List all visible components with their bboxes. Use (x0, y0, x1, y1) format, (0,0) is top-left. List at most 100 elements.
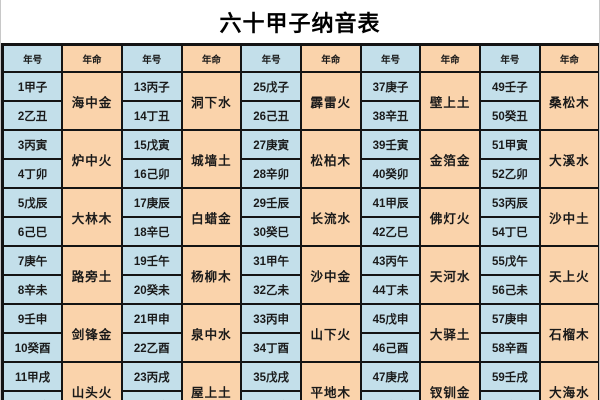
year-cell: 15戊寅 (120, 129, 183, 160)
ming-cell: 平地木 (299, 361, 362, 400)
table-row: 6己巳 18辛巳 30癸巳 42乙巳 54丁巳 (1, 216, 600, 247)
year-cell: 29壬辰 (240, 187, 302, 218)
table-row: 11甲戌 山头火 23丙戌 屋上土 35戊戌 平地木 47庚戌 钗钏金 59壬戌 大海水 (1, 361, 599, 400)
year-cell: 49壬子 (479, 71, 541, 102)
ming-cell: 杨柳木 (180, 245, 243, 305)
ming-cell: 海中金 (61, 71, 123, 131)
ming-cell: 霹雷火 (299, 71, 362, 131)
ming-cell: 大溪水 (538, 129, 599, 189)
header-year-label: 年号 (479, 43, 541, 73)
year-cell: 59壬戌 (479, 361, 541, 392)
year-cell: 38辛丑 (359, 100, 422, 131)
table-row: 2乙丑 14丁丑 26己丑 38辛丑 50癸丑 (1, 100, 600, 131)
ming-cell: 天河水 (419, 245, 481, 305)
year-cell: 43丙午 (359, 245, 422, 276)
year-cell: 44丁未 (359, 274, 422, 305)
year-cell: 30癸巳 (240, 216, 302, 247)
ming-cell: 桑松木 (538, 71, 599, 131)
title-band: 六十甲子纳音表 (1, 0, 599, 43)
year-cell: 51甲寅 (479, 129, 541, 160)
year-cell: 52乙卯 (479, 158, 541, 189)
year-cell: 22乙酉 (120, 332, 183, 363)
year-cell: 41甲辰 (359, 187, 422, 218)
year-cell: 54丁巳 (479, 216, 541, 247)
ming-cell: 剑锋金 (61, 303, 123, 363)
year-cell: 27庚寅 (240, 129, 302, 160)
ming-cell: 炉中火 (61, 129, 123, 189)
year-cell: 46己酉 (359, 332, 422, 363)
year-cell: 23丙戌 (120, 361, 183, 392)
year-cell: 42乙巳 (359, 216, 422, 247)
ming-cell: 屋上土 (180, 361, 243, 400)
header-ming-label: 年命 (299, 43, 362, 73)
year-cell: 10癸酉 (1, 332, 64, 363)
ming-cell: 白蜡金 (180, 187, 243, 247)
year-cell: 33丙申 (240, 303, 302, 334)
year-cell: 58辛酉 (479, 332, 541, 363)
nayin-table: 年号 年命 年号 年命 年号 年命 年号 年命 年号 年命 1甲子 海中金 13丙子 洞下水 25戊子 霹雷… (1, 43, 600, 400)
ming-cell: 金箔金 (419, 129, 481, 189)
year-cell: 55戊午 (479, 245, 541, 276)
ming-cell: 松柏木 (299, 129, 362, 189)
year-cell: 6己巳 (1, 216, 64, 247)
page-title: 六十甲子纳音表 (219, 10, 381, 36)
header-ming-label: 年命 (538, 43, 599, 73)
year-cell: 3丙寅 (1, 129, 64, 160)
ming-cell: 山头火 (61, 361, 123, 400)
ming-cell: 钗钏金 (419, 361, 481, 400)
year-cell: 28辛卯 (240, 158, 302, 189)
ming-cell: 城墙土 (180, 129, 243, 189)
table-row: 4丁卯 16己卯 28辛卯 40癸卯 52乙卯 (1, 158, 600, 189)
year-cell: 47庚戌 (359, 361, 422, 392)
year-cell: 39壬寅 (359, 129, 422, 160)
year-cell: 53丙辰 (479, 187, 541, 218)
table-row: 8辛未 20癸未 32乙未 44丁未 56己未 (1, 274, 600, 305)
year-cell: 21甲申 (120, 303, 183, 334)
ming-cell: 山下火 (299, 303, 362, 363)
ming-cell: 壁上土 (419, 71, 481, 131)
ming-cell: 石榴木 (538, 303, 599, 363)
ming-cell: 大海水 (538, 361, 599, 400)
year-cell: 20癸未 (120, 274, 183, 305)
year-cell: 45戊申 (359, 303, 422, 334)
year-cell: 7庚午 (1, 245, 64, 276)
table-row: 9壬申 剑锋金 21甲申 泉中水 33丙申 山下火 45戊申 大驿土 57庚申 石榴木 (1, 303, 599, 363)
year-cell: 5戊辰 (1, 187, 64, 218)
year-cell: 2乙丑 (1, 100, 64, 131)
year-cell: 8辛未 (1, 274, 64, 305)
year-cell: 12乙亥 (1, 390, 64, 400)
ming-cell: 路旁土 (61, 245, 123, 305)
table-row: 12乙亥 24丁亥 36己亥 48辛亥 60癸亥 (1, 390, 600, 400)
year-cell: 31甲午 (240, 245, 302, 276)
year-cell: 14丁丑 (120, 100, 183, 131)
header-year-label: 年号 (240, 43, 302, 73)
ming-cell: 佛灯火 (419, 187, 481, 247)
year-cell: 25戊子 (240, 71, 302, 102)
year-cell: 19壬午 (120, 245, 183, 276)
header-year-label: 年号 (1, 43, 64, 73)
year-cell: 50癸丑 (479, 100, 541, 131)
year-cell: 24丁亥 (120, 390, 183, 400)
table-row: 3丙寅 炉中火 15戊寅 城墙土 27庚寅 松柏木 39壬寅 金箔金 51甲寅 大溪水 (1, 129, 599, 189)
table-row: 5戊辰 大林木 17庚辰 白蜡金 29壬辰 长流水 41甲辰 佛灯火 53丙辰 沙中土 (1, 187, 599, 247)
year-cell: 37庚子 (359, 71, 422, 102)
table-row: 7庚午 路旁土 19壬午 杨柳木 31甲午 沙中金 43丙午 天河水 55戊午 天上火 (1, 245, 599, 305)
year-cell: 13丙子 (120, 71, 183, 102)
ming-cell: 长流水 (299, 187, 362, 247)
header-year-label: 年号 (120, 43, 183, 73)
table-row: 10癸酉 22乙酉 34丁酉 46己酉 58辛酉 (1, 332, 600, 363)
year-cell: 16己卯 (120, 158, 183, 189)
ming-cell: 天上火 (538, 245, 599, 305)
year-cell: 11甲戌 (1, 361, 64, 392)
header-ming-label: 年命 (180, 43, 243, 73)
year-cell: 48辛亥 (359, 390, 422, 400)
year-cell: 56己未 (479, 274, 541, 305)
year-cell: 60癸亥 (479, 390, 541, 400)
header-ming-label: 年命 (61, 43, 123, 73)
year-cell: 1甲子 (1, 71, 64, 102)
year-cell: 40癸卯 (359, 158, 422, 189)
header-ming-label: 年命 (419, 43, 481, 73)
ming-cell: 大驿土 (419, 303, 481, 363)
year-cell: 18辛巳 (120, 216, 183, 247)
